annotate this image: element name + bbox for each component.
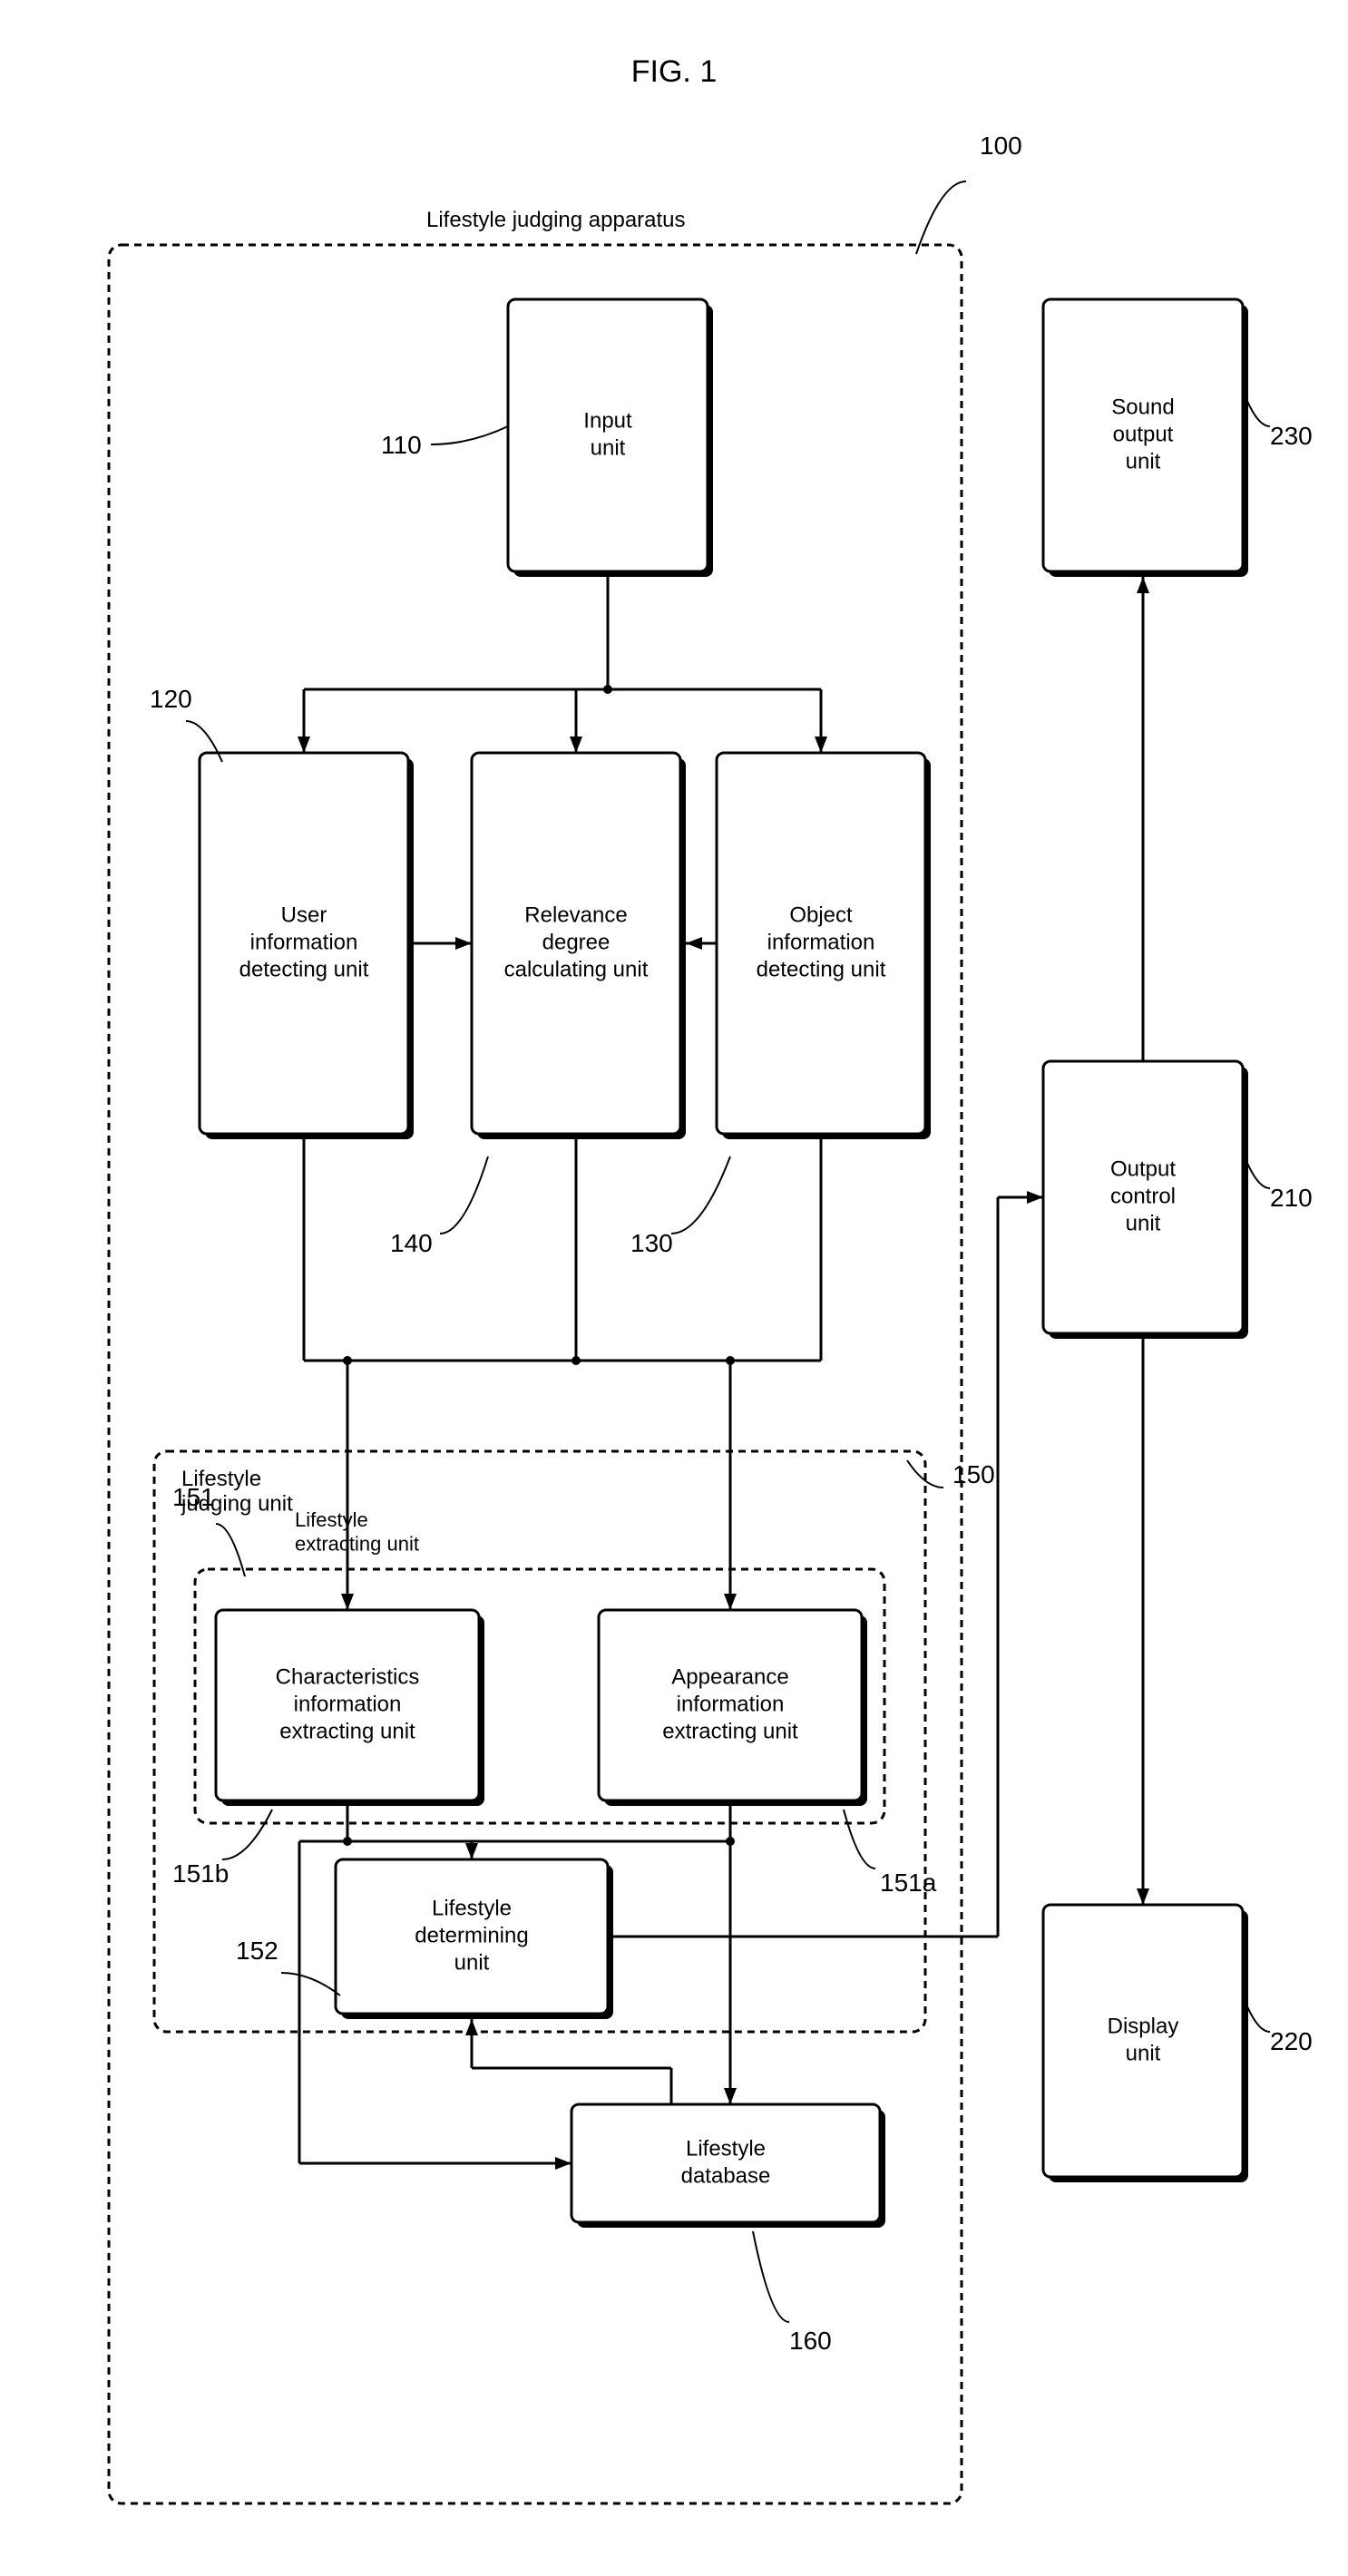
user_det-label-line1: information: [250, 930, 358, 954]
ref-220: 220: [1270, 2027, 1313, 2055]
ref-160: 160: [789, 2327, 832, 2355]
display-label-line1: unit: [1126, 2041, 1161, 2065]
extracting-unit-label-0: Lifestyle: [295, 1508, 368, 1531]
user_det-label-line2: detecting unit: [239, 957, 369, 981]
ref-110: 110: [381, 431, 422, 459]
char_ext-label-line2: extracting unit: [279, 1719, 415, 1743]
database-label-line0: Lifestyle: [686, 2136, 766, 2161]
ref-210: 210: [1270, 1184, 1313, 1212]
object_det-label-line1: information: [767, 930, 875, 954]
ref-100: 100: [980, 132, 1022, 160]
object_det-label-line2: detecting unit: [757, 957, 886, 981]
sound_out-label-line0: Sound: [1111, 395, 1174, 419]
apparatus-label: Lifestyle judging apparatus: [426, 208, 686, 232]
char_ext-label-line0: Characteristics: [276, 1664, 420, 1689]
sound_out-label-line2: unit: [1126, 449, 1161, 473]
appr_ext-label-line2: extracting unit: [662, 1719, 798, 1743]
ref-230: 230: [1270, 422, 1313, 450]
figure-title: FIG. 1: [631, 54, 717, 89]
out_ctrl-label-line0: Output: [1110, 1156, 1176, 1181]
ref-120: 120: [150, 685, 192, 713]
relevance-label-line2: calculating unit: [504, 957, 649, 981]
ref-151a: 151a: [880, 1869, 937, 1897]
ref-140: 140: [390, 1229, 433, 1257]
out_ctrl-label-line2: unit: [1126, 1211, 1161, 1235]
ref-130: 130: [630, 1229, 673, 1257]
ref-150: 150: [952, 1460, 995, 1488]
char_ext-label-line1: information: [294, 1692, 402, 1716]
appr_ext-label-line1: information: [677, 1692, 785, 1716]
user_det-label-line0: User: [281, 903, 327, 927]
determining-label-line1: determining: [415, 1923, 528, 1947]
relevance-label-line1: degree: [542, 930, 611, 954]
display-label-line0: Display: [1108, 2014, 1179, 2038]
determining-label-line2: unit: [454, 1950, 490, 1975]
input-label-line0: Input: [583, 408, 632, 433]
object_det-label-line0: Object: [789, 903, 853, 927]
extracting-unit-label-1: extracting unit: [295, 1532, 419, 1555]
determining-label-line0: Lifestyle: [432, 1896, 512, 1920]
appr_ext-label-line0: Appearance: [671, 1664, 788, 1689]
out_ctrl-label-line1: control: [1110, 1184, 1176, 1208]
relevance-label-line0: Relevance: [524, 903, 627, 927]
input-label-line1: unit: [591, 435, 626, 460]
ref-152: 152: [236, 1937, 278, 1965]
database-label-line1: database: [681, 2163, 771, 2188]
ref-151: 151: [172, 1483, 215, 1511]
ref-151b: 151b: [172, 1859, 229, 1888]
sound_out-label-line1: output: [1113, 422, 1174, 446]
